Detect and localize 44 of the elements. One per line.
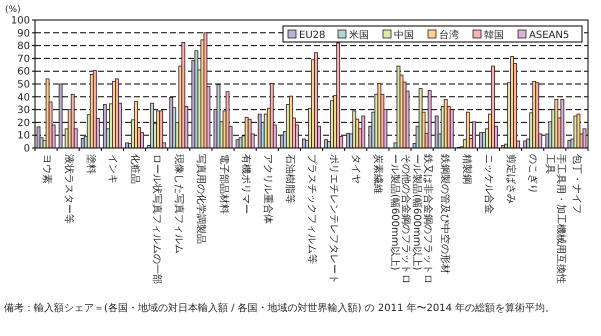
legend-label: 台湾: [439, 29, 459, 41]
x-tick-label: ヨウ素: [40, 154, 52, 186]
legend-label: 米国: [349, 29, 369, 41]
legend-label: 中国: [394, 29, 414, 41]
legend-label: EU28: [299, 30, 326, 41]
x-tick-label: 炭素繊維: [372, 154, 384, 196]
text: 備考：輸入額シェア＝(各国・地域の対日本輸入額 / 各国・地域の対世界輸入額) の 2011 年〜2014 年の総額を算術平均。: [4, 303, 556, 315]
legend-label: 韓国: [484, 29, 504, 41]
x-tick-label: 塗料: [84, 154, 96, 176]
x-tick-label: 電子部品材料: [218, 154, 229, 216]
x-tick-label: 石油樹脂等: [284, 154, 295, 206]
x-tick-label: ニッケル合金: [482, 154, 494, 216]
y-axis-title: (%): [5, 5, 21, 15]
y-tick-label: 80: [17, 41, 30, 52]
x-tick-label: 化粧品: [129, 154, 140, 186]
x-tick-label: 包丁・ナイフ: [571, 154, 582, 216]
y-tick-label: 10: [17, 130, 30, 142]
x-tick-label: 手工具用・加工機械用互換性工具: [544, 154, 566, 286]
x-tick-label: 剪定ばさみ: [505, 154, 516, 206]
y-tick-label: 0: [24, 144, 30, 154]
x-tick-label: インキ: [106, 154, 118, 186]
y-tick-label: 100: [10, 16, 30, 26]
y-tick-label: 20: [17, 118, 30, 129]
x-tick-label: 有機ポリマー: [240, 154, 251, 216]
y-tick-label: 30: [17, 105, 30, 116]
x-tick-label: 鉄鋼製の管及び中空の形材: [438, 154, 450, 276]
x-tick-label: ロール状写真フィルムの一部: [151, 154, 162, 286]
x-tick-label: 写真用の化学調製品: [195, 154, 206, 246]
x-tick-label: ポリエチレンテレフタレート: [328, 154, 340, 286]
legend-label: ASEAN5: [529, 30, 570, 41]
x-tick-label: 液状ラスター等: [62, 154, 74, 226]
x-tick-label: 現像した写真フィルム: [173, 154, 184, 256]
x-tick-label: 精製鋼: [460, 154, 472, 186]
x-tick-label: 鉄又は非合金鋼のフラットロール製品(幅600mm以上): [411, 154, 434, 286]
x-tick-label: プラスチックフィルム等: [306, 154, 317, 266]
x-tick-label: タイヤ: [350, 154, 362, 186]
y-tick-label: 60: [17, 66, 30, 78]
y-tick-label: 40: [17, 92, 30, 104]
y-tick-label: 70: [17, 54, 30, 65]
y-tick-label: 90: [17, 28, 30, 40]
x-tick-label: のこぎり: [527, 154, 538, 196]
x-tick-label: アクリル重合体: [262, 154, 273, 226]
y-tick-label: 50: [17, 80, 30, 90]
x-tick-label: その他の合金鋼のフラットロール製品(幅600mm以上): [388, 154, 411, 286]
